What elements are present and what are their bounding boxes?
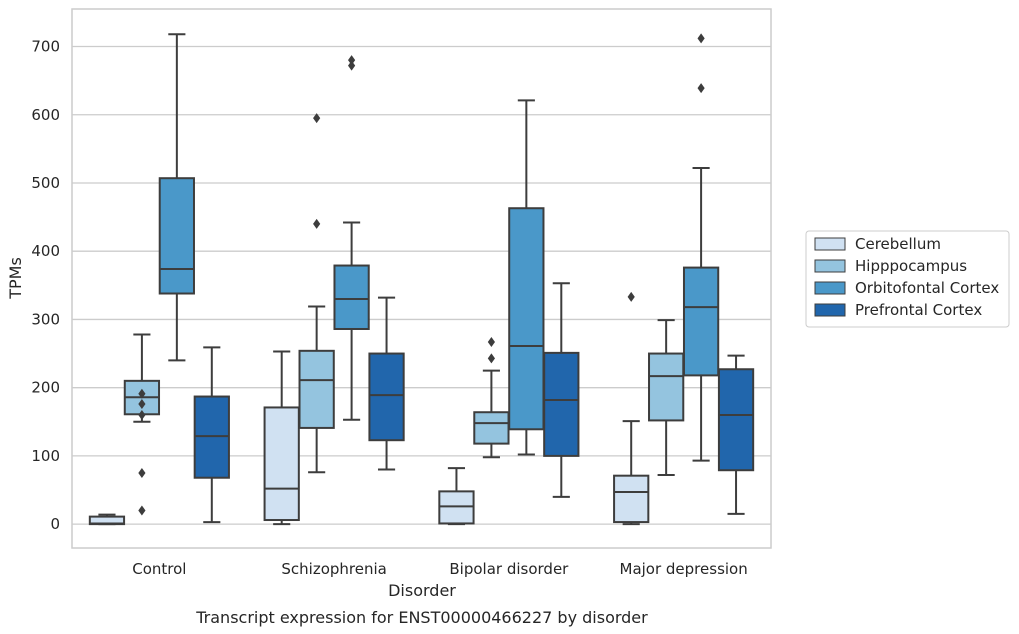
- legend-frame: [805, 230, 1010, 328]
- box-hipppocampus: [648, 319, 685, 476]
- box-hipppocampus: [298, 113, 335, 474]
- box-orbitofontal-cortex: [508, 99, 545, 456]
- legend-label: Prefrontal Cortex: [855, 301, 982, 319]
- legend: Cerebellum Hipppocampus Orbitofontal Corte…: [805, 230, 1010, 328]
- y-tick-label: 600: [31, 106, 60, 124]
- outlier-point: [313, 218, 321, 229]
- outlier-point: [138, 467, 146, 478]
- iqr-box: [333, 264, 370, 330]
- y-axis-label: TPMs: [6, 257, 25, 300]
- x-axis-label: Disorder: [388, 581, 456, 600]
- box-prefrontal-cortex: [543, 282, 580, 498]
- box-orbitofontal-cortex: [682, 33, 720, 462]
- x-tick-label: Bipolar disorder: [449, 560, 569, 578]
- outlier-point: [487, 336, 495, 347]
- outlier-point: [697, 33, 705, 44]
- legend-swatch: [814, 237, 846, 251]
- boxes: [88, 33, 755, 526]
- x-tick-label: Schizophrenia: [281, 560, 386, 578]
- outlier-point: [138, 409, 146, 420]
- legend-label: Cerebellum: [855, 235, 941, 253]
- box-orbitofontal-cortex: [333, 55, 370, 421]
- box-prefrontal-cortex: [368, 296, 405, 471]
- box-cerebellum: [438, 467, 475, 526]
- x-tick-label: Major depression: [620, 560, 748, 578]
- iqr-box: [298, 349, 335, 429]
- y-tick-label: 100: [31, 447, 60, 465]
- y-tick-label: 700: [31, 38, 60, 56]
- outlier-point: [348, 60, 356, 71]
- iqr-box: [263, 406, 300, 522]
- y-tick-label: 200: [31, 379, 60, 397]
- box-prefrontal-cortex: [193, 346, 230, 524]
- iqr-box: [473, 411, 510, 445]
- box-hipppocampus: [473, 336, 510, 459]
- chart-caption: Transcript expression for ENST0000046622…: [195, 608, 648, 627]
- legend-label: Hipppocampus: [855, 257, 967, 275]
- outlier-point: [138, 505, 146, 516]
- outlier-point: [697, 83, 705, 94]
- iqr-box: [543, 351, 580, 457]
- legend-swatch: [814, 259, 846, 273]
- iqr-box: [648, 352, 685, 422]
- y-tick-label: 500: [31, 174, 60, 192]
- iqr-box: [158, 177, 195, 295]
- box-hipppocampus: [123, 333, 161, 516]
- outlier-point: [487, 353, 495, 364]
- iqr-box: [193, 395, 230, 479]
- legend-swatch: [814, 303, 846, 317]
- outlier-point: [627, 291, 635, 302]
- x-tick-label: Control: [132, 560, 186, 578]
- box-cerebellum: [613, 291, 650, 526]
- x-tick-labels: Control Schizophrenia Bipolar disorder Majo…: [132, 560, 747, 578]
- y-tick-labels: 0 100 200 300 400 500 600 700: [31, 38, 60, 534]
- outlier-point: [348, 55, 356, 66]
- iqr-box: [717, 368, 755, 472]
- y-tick-label: 0: [50, 515, 60, 533]
- iqr-box: [508, 207, 545, 431]
- iqr-box: [613, 474, 650, 524]
- box-cerebellum: [263, 350, 300, 526]
- iqr-box: [368, 352, 405, 442]
- iqr-box: [682, 266, 720, 377]
- y-tick-label: 300: [31, 310, 60, 328]
- box-orbitofontal-cortex: [158, 33, 195, 362]
- y-tick-label: 400: [31, 242, 60, 260]
- outlier-point: [313, 113, 321, 124]
- iqr-box: [438, 490, 475, 525]
- outlier-point: [138, 388, 146, 399]
- outlier-point: [138, 399, 146, 410]
- box-cerebellum: [88, 513, 126, 526]
- box-prefrontal-cortex: [717, 354, 755, 515]
- legend-swatch: [814, 281, 846, 295]
- legend-label: Orbitofontal Cortex: [855, 279, 999, 297]
